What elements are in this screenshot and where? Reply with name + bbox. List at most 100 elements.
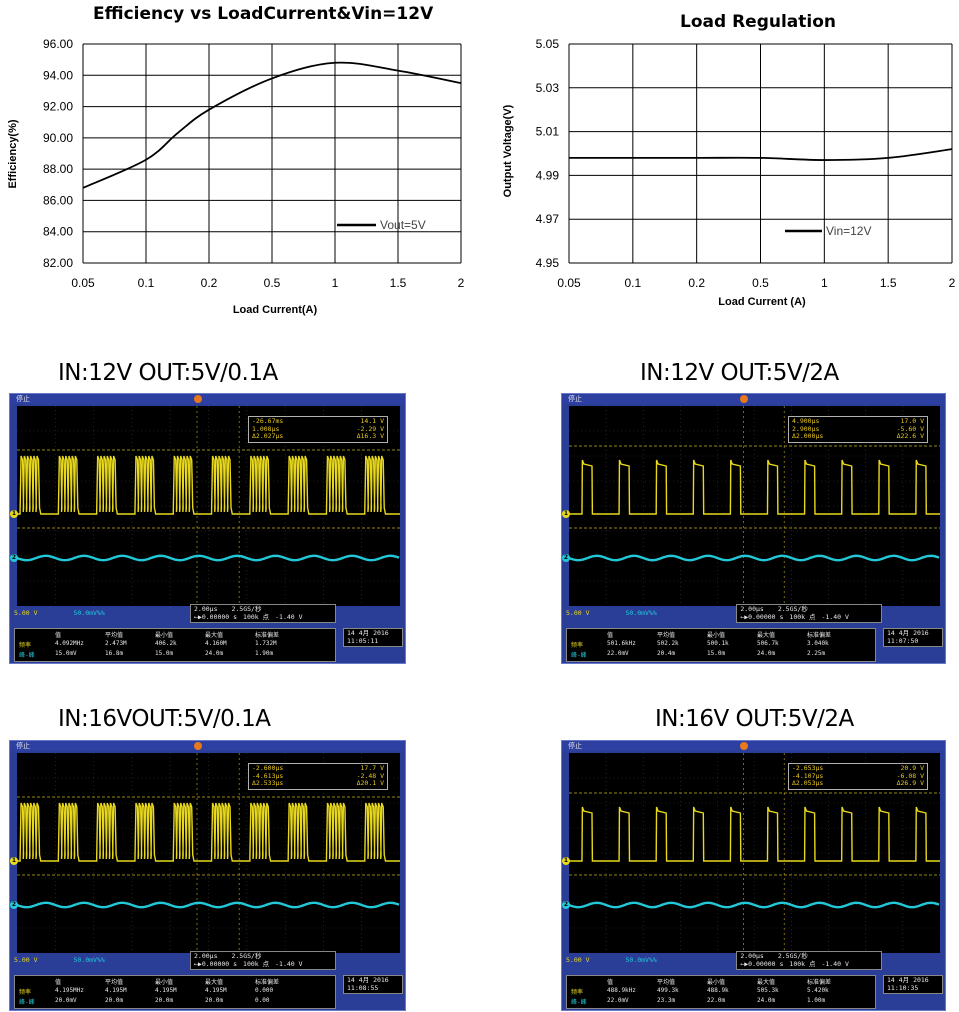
measurement-cell: 20.0m — [105, 997, 124, 1004]
record-length: 100k 点 — [789, 959, 816, 968]
x-axis-label: Load Current (A) — [718, 296, 806, 308]
measurement-cell: 22.0mV — [607, 650, 629, 657]
load-regulation-chart-plot: 5.05 5.03 5.01 4.99 4.97 4.95 0.05 0.1 0.2 0.5 1 1.… — [502, 37, 956, 308]
cursor-voltage-value: -5.60 V — [896, 424, 924, 433]
y-tick-label: 84.00 — [43, 225, 73, 239]
ch2-scale: 50.0mV%% — [73, 609, 105, 617]
measurement-column-header: 最小值 — [707, 632, 726, 639]
sample-rate: 2.5GS/秒 — [777, 605, 808, 613]
measurement-cell: 24.0m — [757, 650, 776, 657]
timebase-readout: 2.00μs 2.5GS/秒 ←▶0.00000 s 100k 点 -1.40 V — [190, 604, 336, 623]
record-length: 100k 点 — [243, 612, 270, 621]
scope-4-caption: IN:16V OUT:5V/2A — [655, 706, 854, 732]
measurement-table: 值 平均值 最小值 最大值 标准偏差 频率 4.092MHz 2.473M 406.2k 4.16… — [14, 628, 336, 662]
trigger-level: -1.40 V — [275, 612, 303, 621]
cursor-readout-row: -4.613μs -2.48 V — [252, 771, 384, 781]
measurement-cell: 1.90m — [255, 650, 274, 657]
measurement-cell: 1.00m — [807, 997, 826, 1004]
scope-waveform-area — [17, 753, 400, 953]
horizontal-position: ←▶0.00000 s — [194, 959, 238, 968]
sample-rate: 2.5GS/秒 — [231, 952, 262, 960]
measurement-cell: 3.040k — [807, 640, 829, 647]
scope-waveform-area — [17, 406, 400, 606]
measurement-table: 值 平均值 最小值 最大值 标准偏差 频率 501.6kHz 502.2k 500.1k 506.… — [566, 628, 876, 662]
ch2-ground-marker: 2 — [562, 901, 570, 909]
clock-time: 11:10:35 — [887, 983, 919, 992]
x-tick-label: 0.2 — [688, 276, 705, 290]
time-per-div: 2.00μs — [740, 952, 764, 960]
time-per-div: 2.00μs — [194, 952, 218, 960]
measurement-cell: 23.3m — [657, 997, 676, 1004]
clock-time: 11:05:11 — [347, 636, 379, 645]
legend-label: Vin=12V — [826, 224, 872, 238]
timebase-line-1: 2.00μs 2.5GS/秒 — [194, 605, 332, 614]
measurement-cell: 16.8m — [105, 650, 124, 657]
load-regulation-chart-title: Load Regulation — [680, 12, 836, 32]
measurement-cell: 频率 — [571, 642, 584, 649]
scope-clock: 14 4月 2016 11:07:50 — [883, 628, 943, 647]
measurement-cell: 1.732M — [255, 640, 277, 647]
cursor-time-value: -2.600μs — [252, 764, 284, 772]
scope-waveform-area — [569, 753, 940, 953]
cursor-time-value: -2.653μs — [792, 764, 824, 772]
trigger-position-marker — [740, 395, 749, 403]
cursor-readout-row: Δ2.027μs Δ16.3 V — [252, 432, 384, 441]
ch2-ground-marker: 2 — [10, 554, 18, 562]
x-tick-label: 1 — [821, 276, 828, 290]
oscilloscope-capture: 停止 1 2 -2.600μs 17.7 V -4.613μs -2.48 V Δ2.533μ… — [9, 740, 406, 1011]
cursor-voltage-value: Δ20.1 V — [356, 779, 384, 787]
ch1-ground-marker: 1 — [10, 857, 18, 865]
x-tick-label: 0.05 — [557, 276, 581, 290]
x-tick-label: 0.2 — [201, 276, 218, 290]
measurement-cell: 4.195MHz — [55, 987, 84, 994]
measurement-cell: 峰-峰 — [571, 999, 587, 1006]
measurement-cell: 499.3k — [657, 987, 679, 994]
measurement-column-header: 平均值 — [657, 979, 676, 986]
x-tick-label: 2 — [949, 276, 956, 290]
measurement-cell: 频率 — [571, 989, 584, 996]
time-per-div: 2.00μs — [194, 605, 218, 613]
measurement-cell: 2.473M — [105, 640, 127, 647]
cursor-readout-row: Δ2.533μs Δ20.1 V — [252, 779, 384, 788]
ch2-ground-marker: 2 — [10, 901, 18, 909]
measurement-cell: 频率 — [19, 642, 32, 649]
timebase-line-2: ←▶0.00000 s 100k 点 -1.40 V — [194, 959, 332, 969]
cursor-voltage-value: 20.9 V — [900, 764, 924, 772]
oscilloscope-capture: 停止 1 2 4.900μs 17.0 V 2.900μs -5.60 V Δ2.000μs Δ… — [561, 393, 946, 664]
cursor-readout-row: -4.107μs -6.08 V — [792, 772, 924, 781]
scope-status-bar: 停止 — [562, 741, 945, 751]
ch1-waveform — [17, 802, 400, 862]
ch1-ground-marker: 1 — [562, 510, 570, 518]
measurement-cell: 4.092MHz — [55, 640, 84, 647]
clock-time: 11:08:55 — [347, 983, 379, 992]
cursor-readout-row: 2.900μs -5.60 V — [792, 424, 924, 434]
cursor-readout-row: -2.600μs 17.7 V — [252, 764, 384, 773]
ch2-waveform — [569, 901, 940, 909]
cursor-time-value: Δ2.027μs — [252, 432, 284, 440]
y-axis-label: Efficiency(%) — [7, 119, 19, 188]
timebase-line-1: 2.00μs 2.5GS/秒 — [740, 605, 878, 614]
efficiency-chart: Efficiency vs LoadCurrent&Vin=12V 96.00 9… — [0, 0, 480, 320]
cursor-voltage-value: -2.48 V — [356, 771, 384, 780]
measurement-table: 值 平均值 最小值 最大值 标准偏差 频率 488.9kHz 499.3k 488.9k 505.… — [566, 975, 876, 1009]
measurement-cell: 22.0mV — [607, 997, 629, 1004]
measurement-cell: 502.2k — [657, 640, 679, 647]
y-tick-label: 4.99 — [536, 168, 560, 182]
y-tick-label: 4.97 — [536, 212, 560, 226]
cursor-readout: -2.653μs 20.9 V -4.107μs -6.08 V Δ2.053μs Δ26… — [788, 763, 928, 790]
scope-clock: 14 4月 2016 11:10:35 — [883, 975, 943, 994]
measurement-column-header: 平均值 — [105, 632, 124, 639]
measurement-cell: 15.0m — [707, 650, 726, 657]
horizontal-position: ←▶0.00000 s — [740, 959, 784, 968]
cursor-readout-row: -2.653μs 20.9 V — [792, 764, 924, 773]
measurement-cell: 20.0m — [155, 997, 174, 1004]
clock-date: 14 4月 2016 — [887, 976, 929, 984]
measurement-column-header: 最小值 — [155, 632, 174, 639]
measurement-cell: 488.9k — [707, 987, 729, 994]
clock-date: 14 4月 2016 — [887, 629, 929, 637]
cursor-readout-row: -26.67ms 14.1 V — [252, 417, 384, 426]
cursor-voltage-value: Δ16.3 V — [356, 432, 384, 440]
measurement-cell: 501.6kHz — [607, 640, 636, 647]
timebase-line-1: 2.00μs 2.5GS/秒 — [740, 952, 878, 961]
measurement-column-header: 值 — [607, 979, 614, 986]
